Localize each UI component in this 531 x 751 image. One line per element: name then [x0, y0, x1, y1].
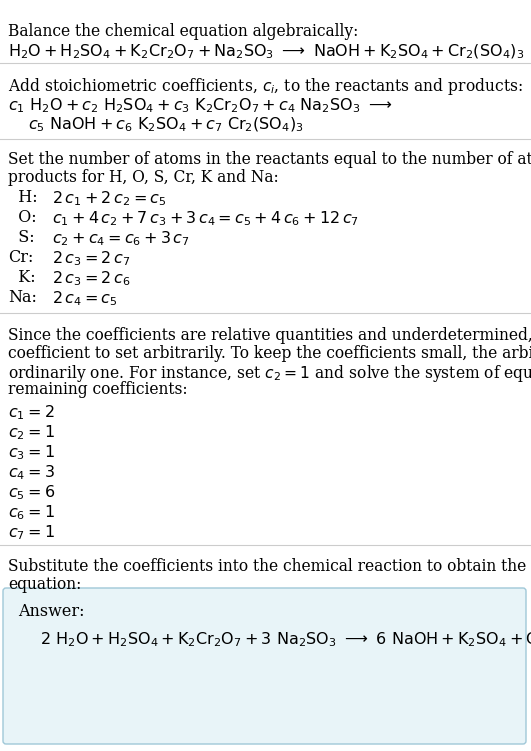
Text: $c_4 = 3$: $c_4 = 3$: [8, 463, 55, 481]
Text: S:: S:: [8, 229, 35, 246]
Text: Cr:: Cr:: [8, 249, 33, 266]
Text: Since the coefficients are relative quantities and underdetermined, choose a: Since the coefficients are relative quan…: [8, 327, 531, 344]
Text: Na:: Na:: [8, 289, 37, 306]
Text: Substitute the coefficients into the chemical reaction to obtain the balanced: Substitute the coefficients into the che…: [8, 558, 531, 575]
Text: $2\,c_3 = 2\,c_6$: $2\,c_3 = 2\,c_6$: [52, 269, 131, 288]
Text: $c_3 = 1$: $c_3 = 1$: [8, 443, 55, 462]
Text: $c_5 = 6$: $c_5 = 6$: [8, 483, 55, 502]
Text: $2\,c_3 = 2\,c_7$: $2\,c_3 = 2\,c_7$: [52, 249, 131, 267]
Text: $2\ \mathrm{H_2O} + \mathrm{H_2SO_4} + \mathrm{K_2Cr_2O_7} + 3\ \mathrm{Na_2SO_3: $2\ \mathrm{H_2O} + \mathrm{H_2SO_4} + \…: [40, 631, 531, 650]
Text: products for H, O, S, Cr, K and Na:: products for H, O, S, Cr, K and Na:: [8, 169, 279, 186]
Text: $c_5\ \mathrm{NaOH} + c_6\ \mathrm{K_2SO_4} + c_7\ \mathrm{Cr_2(SO_4)_3}$: $c_5\ \mathrm{NaOH} + c_6\ \mathrm{K_2SO…: [28, 116, 304, 134]
Text: $2\,c_1 + 2\,c_2 = c_5$: $2\,c_1 + 2\,c_2 = c_5$: [52, 189, 166, 208]
Text: H:: H:: [8, 189, 38, 206]
Text: $c_1 = 2$: $c_1 = 2$: [8, 403, 55, 422]
Text: $c_6 = 1$: $c_6 = 1$: [8, 503, 55, 522]
Text: Add stoichiometric coefficients, $c_i$, to the reactants and products:: Add stoichiometric coefficients, $c_i$, …: [8, 76, 523, 97]
Text: O:: O:: [8, 209, 37, 226]
Text: coefficient to set arbitrarily. To keep the coefficients small, the arbitrary va: coefficient to set arbitrarily. To keep …: [8, 345, 531, 362]
FancyBboxPatch shape: [3, 588, 526, 744]
Text: Answer:: Answer:: [18, 603, 84, 620]
Text: equation:: equation:: [8, 576, 81, 593]
Text: $2\,c_4 = c_5$: $2\,c_4 = c_5$: [52, 289, 117, 308]
Text: remaining coefficients:: remaining coefficients:: [8, 381, 187, 398]
Text: Balance the chemical equation algebraically:: Balance the chemical equation algebraica…: [8, 23, 358, 40]
Text: $\mathrm{H_2O + H_2SO_4 + K_2Cr_2O_7 + Na_2SO_3 \ \longrightarrow \ NaOH + K_2SO: $\mathrm{H_2O + H_2SO_4 + K_2Cr_2O_7 + N…: [8, 43, 524, 62]
Text: $c_1\ \mathrm{H_2O} + c_2\ \mathrm{H_2SO_4} + c_3\ \mathrm{K_2Cr_2O_7} + c_4\ \m: $c_1\ \mathrm{H_2O} + c_2\ \mathrm{H_2SO…: [8, 96, 392, 115]
Text: $c_2 = 1$: $c_2 = 1$: [8, 423, 55, 442]
Text: Set the number of atoms in the reactants equal to the number of atoms in the: Set the number of atoms in the reactants…: [8, 151, 531, 168]
Text: $c_1 + 4\,c_2 + 7\,c_3 + 3\,c_4 = c_5 + 4\,c_6 + 12\,c_7$: $c_1 + 4\,c_2 + 7\,c_3 + 3\,c_4 = c_5 + …: [52, 209, 359, 228]
Text: K:: K:: [8, 269, 36, 286]
Text: ordinarily one. For instance, set $c_2 = 1$ and solve the system of equations fo: ordinarily one. For instance, set $c_2 =…: [8, 363, 531, 384]
Text: $c_7 = 1$: $c_7 = 1$: [8, 523, 55, 541]
Text: $c_2 + c_4 = c_6 + 3\,c_7$: $c_2 + c_4 = c_6 + 3\,c_7$: [52, 229, 190, 248]
